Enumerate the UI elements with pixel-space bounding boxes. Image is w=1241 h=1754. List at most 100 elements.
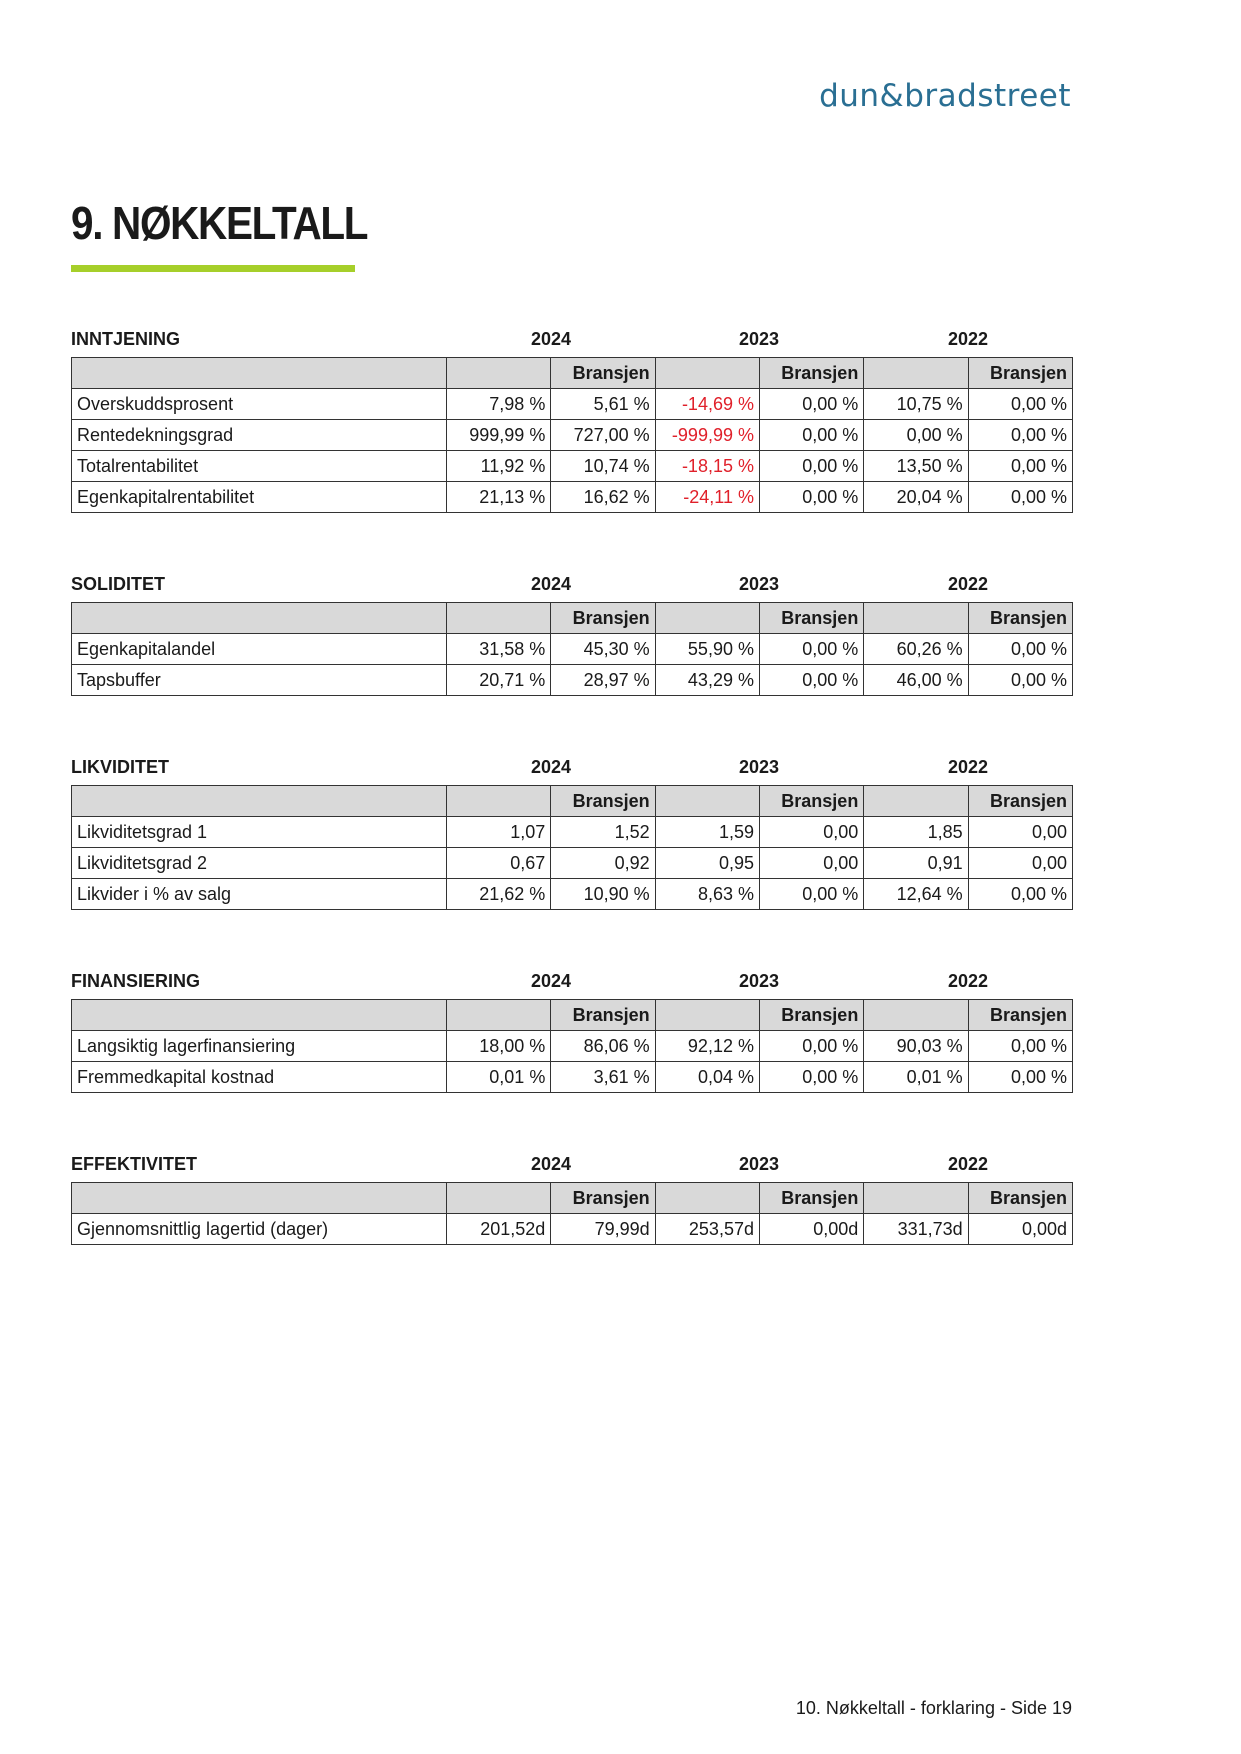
row-label: Likviditetsgrad 1 bbox=[71, 816, 447, 848]
year: 2024 bbox=[530, 1153, 572, 1174]
title-underline bbox=[71, 265, 355, 272]
value-cell: 727,00 % bbox=[550, 419, 656, 451]
value-cell: -14,69 % bbox=[654, 388, 760, 420]
subheader-row: Bransjen Bransjen Bransjen bbox=[71, 785, 1074, 817]
value-cell: 55,90 % bbox=[654, 633, 760, 665]
year: 2022 bbox=[947, 328, 989, 349]
row-label: Gjennomsnittlig lagertid (dager) bbox=[71, 1213, 447, 1245]
subheader-cell: Bransjen bbox=[550, 999, 656, 1031]
subheader-cell: Bransjen bbox=[550, 357, 656, 389]
row: Tapsbuffer 20,71 % 28,97 % 43,29 % 0,00 % 46,… bbox=[71, 664, 1074, 696]
subheader-cell: Bransjen bbox=[758, 602, 865, 634]
empty-cell bbox=[71, 602, 447, 634]
value-cell: 0,00 % bbox=[967, 1061, 1074, 1093]
value-cell: 10,75 % bbox=[863, 388, 969, 420]
empty-cell bbox=[71, 999, 447, 1031]
value-cell: 0,01 % bbox=[863, 1061, 969, 1093]
sections: INNTJENING 2024 2023 2022 Bransjen Bransjen Br… bbox=[71, 326, 1074, 1303]
empty-cell bbox=[445, 357, 552, 389]
subheader-cell: Bransjen bbox=[967, 357, 1074, 389]
value-cell: 0,67 bbox=[445, 847, 552, 879]
section-heading: EFFEKTIVITET bbox=[71, 1153, 197, 1174]
value-cell: 31,58 % bbox=[445, 633, 552, 665]
section: LIKVIDITET 2024 2023 2022 Bransjen Bransjen Br… bbox=[71, 754, 1074, 910]
value-cell: 5,61 % bbox=[550, 388, 656, 420]
year: 2024 bbox=[530, 328, 572, 349]
value-cell: 13,50 % bbox=[863, 450, 969, 482]
value-cell: 20,71 % bbox=[445, 664, 552, 696]
value-cell: 0,00 % bbox=[967, 878, 1074, 910]
value-cell: 12,64 % bbox=[863, 878, 969, 910]
value-cell: 0,92 bbox=[550, 847, 656, 879]
value-cell: 18,00 % bbox=[445, 1030, 552, 1062]
value-cell: 45,30 % bbox=[550, 633, 656, 665]
table: Bransjen Bransjen Bransjen Gjennomsnittlig … bbox=[71, 1182, 1074, 1245]
subheader-row: Bransjen Bransjen Bransjen bbox=[71, 1182, 1074, 1214]
empty-cell bbox=[654, 357, 760, 389]
row: Likvider i % av salg 21,62 % 10,90 % 8,63 %… bbox=[71, 878, 1074, 910]
value-cell: 79,99d bbox=[550, 1213, 656, 1245]
subheader-cell: Bransjen bbox=[967, 999, 1074, 1031]
section-header: SOLIDITET 2024 2023 2022 bbox=[71, 571, 1073, 597]
empty-cell bbox=[445, 999, 552, 1031]
value-cell: 0,95 bbox=[654, 847, 760, 879]
value-cell: 0,00 % bbox=[967, 419, 1074, 451]
empty-cell bbox=[71, 357, 447, 389]
row: Gjennomsnittlig lagertid (dager) 201,52d 7… bbox=[71, 1213, 1074, 1245]
table: Bransjen Bransjen Bransjen Likviditetsgrad … bbox=[71, 785, 1074, 910]
value-cell: 0,04 % bbox=[654, 1061, 760, 1093]
empty-cell bbox=[863, 785, 969, 817]
row: Likviditetsgrad 1 1,07 1,52 1,59 0,00 1,85 0,0… bbox=[71, 816, 1074, 848]
section-heading: LIKVIDITET bbox=[71, 756, 169, 777]
subheader-cell: Bransjen bbox=[550, 602, 656, 634]
value-cell: 7,98 % bbox=[445, 388, 552, 420]
value-cell: -24,11 % bbox=[654, 481, 760, 513]
year: 2023 bbox=[738, 970, 780, 991]
value-cell: 10,90 % bbox=[550, 878, 656, 910]
section-header: INNTJENING 2024 2023 2022 bbox=[71, 326, 1073, 352]
value-cell: 0,00 bbox=[967, 847, 1074, 879]
logo: dun&bradstreet bbox=[819, 78, 1071, 114]
value-cell: 0,00 % bbox=[758, 664, 865, 696]
year: 2023 bbox=[738, 1153, 780, 1174]
year: 2022 bbox=[947, 970, 989, 991]
section-heading: SOLIDITET bbox=[71, 573, 165, 594]
value-cell: 90,03 % bbox=[863, 1030, 969, 1062]
section-header: EFFEKTIVITET 2024 2023 2022 bbox=[71, 1151, 1073, 1177]
section-header: FINANSIERING 2024 2023 2022 bbox=[71, 968, 1073, 994]
section: INNTJENING 2024 2023 2022 Bransjen Bransjen Br… bbox=[71, 326, 1074, 513]
value-cell: 201,52d bbox=[445, 1213, 552, 1245]
section: FINANSIERING 2024 2023 2022 Bransjen Bransjen… bbox=[71, 968, 1074, 1093]
page-title: 9. NØKKELTALL bbox=[71, 197, 368, 249]
value-cell: 0,00 bbox=[967, 816, 1074, 848]
value-cell: 60,26 % bbox=[863, 633, 969, 665]
empty-cell bbox=[863, 999, 969, 1031]
section-header: LIKVIDITET 2024 2023 2022 bbox=[71, 754, 1073, 780]
value-cell: 86,06 % bbox=[550, 1030, 656, 1062]
row-label: Tapsbuffer bbox=[71, 664, 447, 696]
value-cell: 999,99 % bbox=[445, 419, 552, 451]
value-cell: 8,63 % bbox=[654, 878, 760, 910]
value-cell: 0,91 bbox=[863, 847, 969, 879]
section: EFFEKTIVITET 2024 2023 2022 Bransjen Bransjen… bbox=[71, 1151, 1074, 1245]
row-label: Egenkapitalrentabilitet bbox=[71, 481, 447, 513]
value-cell: 0,00 % bbox=[758, 481, 865, 513]
subheader-cell: Bransjen bbox=[967, 785, 1074, 817]
row-label: Egenkapitalandel bbox=[71, 633, 447, 665]
subheader-cell: Bransjen bbox=[550, 785, 656, 817]
subheader-cell: Bransjen bbox=[758, 785, 865, 817]
year: 2023 bbox=[738, 328, 780, 349]
value-cell: 0,00 % bbox=[758, 1030, 865, 1062]
value-cell: 21,13 % bbox=[445, 481, 552, 513]
value-cell: 0,00 % bbox=[863, 419, 969, 451]
subheader-cell: Bransjen bbox=[758, 999, 865, 1031]
table: Bransjen Bransjen Bransjen Egenkapitalandel… bbox=[71, 602, 1074, 696]
year: 2022 bbox=[947, 573, 989, 594]
value-cell: -18,15 % bbox=[654, 450, 760, 482]
year: 2024 bbox=[530, 970, 572, 991]
value-cell: 0,00 % bbox=[758, 878, 865, 910]
empty-cell bbox=[863, 602, 969, 634]
value-cell: 16,62 % bbox=[550, 481, 656, 513]
row: Totalrentabilitet 11,92 % 10,74 % -18,15 % 0… bbox=[71, 450, 1074, 482]
